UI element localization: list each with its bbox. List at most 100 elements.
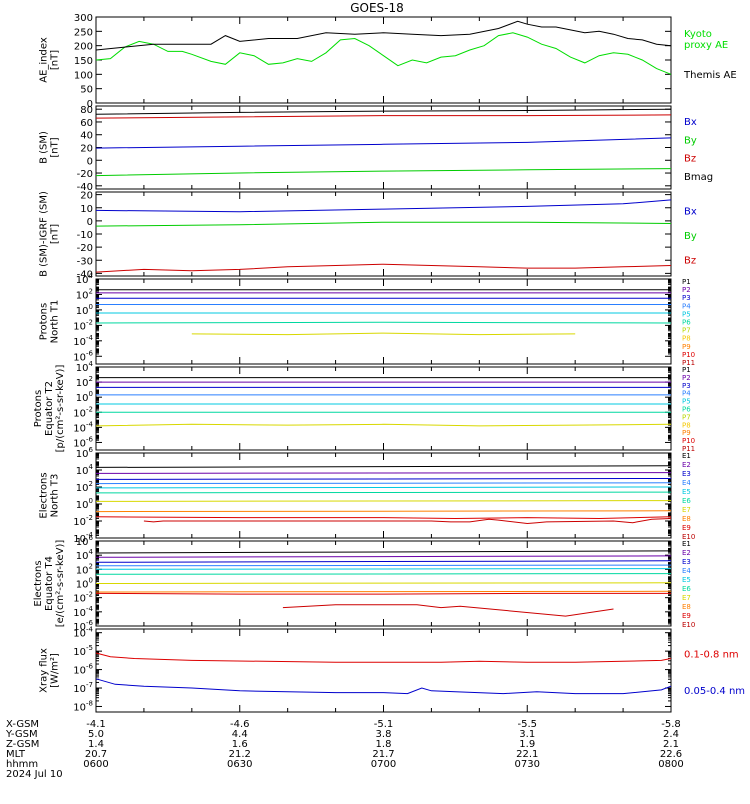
legend-entry: E10 bbox=[682, 621, 695, 629]
y-axis-label: [p/(cm²-s-sr-keV)] bbox=[55, 365, 66, 453]
y-tick-label: 104 bbox=[76, 272, 94, 286]
legend-entry: P5 bbox=[682, 398, 691, 406]
footer-row-label: X-GSM bbox=[6, 719, 39, 730]
y-tick-label: 10-7 bbox=[73, 681, 93, 695]
legend-entry: E4 bbox=[682, 479, 691, 487]
y-axis-label: Protons bbox=[33, 390, 44, 427]
legend-entry: P8 bbox=[682, 335, 691, 343]
y-tick-label: 10 bbox=[80, 204, 93, 215]
y-tick-label: 100 bbox=[74, 70, 93, 81]
series-bmag bbox=[95, 108, 672, 115]
footer-value: 21.7 bbox=[372, 749, 394, 760]
footer-value: 22.1 bbox=[516, 749, 538, 760]
panel-frame bbox=[95, 278, 672, 365]
y-axis-label: AE_index bbox=[39, 37, 50, 83]
series-e2 bbox=[95, 472, 672, 474]
y-tick-label: 10-4 bbox=[73, 531, 93, 545]
series-e6 bbox=[95, 491, 672, 494]
series-e8 bbox=[95, 590, 672, 593]
y-axis-label: [W/m²] bbox=[50, 653, 61, 688]
legend-entry: P4 bbox=[682, 390, 691, 398]
y-tick-label: 10-4 bbox=[73, 605, 93, 619]
legend-entry: E8 bbox=[682, 603, 691, 611]
y-tick-label: 40 bbox=[80, 131, 93, 142]
y-axis-label: Protons bbox=[39, 303, 50, 340]
y-axis-label: [nT] bbox=[50, 224, 61, 244]
panel-frame bbox=[95, 105, 672, 190]
legend-entry: E4 bbox=[682, 567, 691, 575]
legend-entry: proxy AE bbox=[684, 40, 728, 51]
legend-entry: P9 bbox=[682, 343, 691, 351]
y-tick-label: -30 bbox=[77, 256, 93, 267]
legend-entry: P2 bbox=[682, 374, 691, 382]
y-tick-label: 0 bbox=[87, 217, 93, 228]
y-tick-label: 10-2 bbox=[73, 405, 93, 419]
footer-value: 1.9 bbox=[519, 739, 535, 750]
legend-entry: E7 bbox=[682, 506, 691, 514]
y-tick-label: 10-5 bbox=[73, 644, 93, 658]
legend-entry: P10 bbox=[682, 351, 695, 359]
series-e10 bbox=[282, 604, 614, 617]
legend-entry: E10 bbox=[682, 533, 695, 541]
y-tick-label: 102 bbox=[76, 562, 93, 576]
footer-value: 0600 bbox=[83, 759, 108, 770]
footer-row-label: hhmm bbox=[6, 759, 38, 770]
footer-value: -4.1 bbox=[86, 719, 106, 730]
y-tick-label: 10-2 bbox=[73, 514, 93, 528]
y-tick-label: 10-8 bbox=[73, 699, 93, 713]
series-e4 bbox=[95, 482, 672, 485]
legend-entry: E9 bbox=[682, 612, 691, 620]
legend-entry: P9 bbox=[682, 429, 691, 437]
y-axis-label: [nT] bbox=[50, 137, 61, 157]
series-p6 bbox=[95, 321, 672, 324]
y-tick-label: 104 bbox=[76, 360, 94, 374]
y-axis-label: [nT] bbox=[50, 50, 61, 70]
footer-value: -4.6 bbox=[230, 719, 250, 730]
footer-row-label: MLT bbox=[6, 749, 26, 760]
y-axis-label: Electrons bbox=[39, 472, 50, 518]
footer-value: 4.4 bbox=[232, 729, 248, 740]
series-bz bbox=[95, 114, 672, 119]
series-kyoto-proxy-ae bbox=[95, 32, 672, 75]
y-axis-label: North T3 bbox=[50, 474, 61, 518]
legend-entry: Bz bbox=[684, 256, 696, 267]
legend-entry: Bz bbox=[684, 154, 696, 165]
y-tick-label: 50 bbox=[80, 85, 93, 96]
series-p9 bbox=[191, 332, 576, 336]
y-tick-label: 104 bbox=[76, 548, 94, 562]
footer-value: 0800 bbox=[658, 759, 683, 770]
y-tick-label: 10-4 bbox=[73, 420, 93, 434]
legend-entry: E8 bbox=[682, 515, 691, 523]
footer-value: 0630 bbox=[227, 759, 252, 770]
footer-value: 21.2 bbox=[229, 749, 251, 760]
y-tick-label: 10-6 bbox=[73, 435, 93, 449]
footer-value: -5.8 bbox=[661, 719, 681, 730]
footer-value: 0730 bbox=[515, 759, 540, 770]
y-tick-label: 10-4 bbox=[73, 626, 93, 640]
legend-entry: By bbox=[684, 231, 697, 242]
footer-value: 2.4 bbox=[663, 729, 679, 740]
panel-frame bbox=[95, 628, 672, 713]
series-e2 bbox=[95, 555, 672, 558]
footer-value: -5.1 bbox=[374, 719, 394, 730]
y-axis-label: Xray flux bbox=[39, 648, 50, 693]
y-tick-label: 20 bbox=[80, 144, 93, 155]
footer-value: 3.1 bbox=[519, 729, 535, 740]
y-tick-label: 106 bbox=[76, 534, 94, 548]
legend-entry: E3 bbox=[682, 470, 691, 478]
y-tick-label: 250 bbox=[74, 27, 93, 38]
y-tick-label: -20 bbox=[77, 169, 93, 180]
footer-row-label: 2024 Jul 10 bbox=[6, 769, 63, 780]
y-axis-label: Electrons bbox=[33, 560, 44, 606]
legend-entry: P2 bbox=[682, 286, 691, 294]
legend-entry: E2 bbox=[682, 461, 691, 469]
y-tick-label: 0 bbox=[87, 156, 93, 167]
y-tick-label: 100 bbox=[76, 390, 93, 404]
series-p9 bbox=[95, 423, 672, 427]
panel-bigrf: -40 -30 -20 -10 0 10 20 B (SM)-IGRF (SM) [nT] Bx B… bbox=[39, 191, 697, 281]
legend-entry: P6 bbox=[682, 319, 691, 327]
y-tick-label: 200 bbox=[74, 42, 93, 53]
series-by bbox=[95, 221, 672, 227]
legend-entry: E9 bbox=[682, 524, 691, 532]
